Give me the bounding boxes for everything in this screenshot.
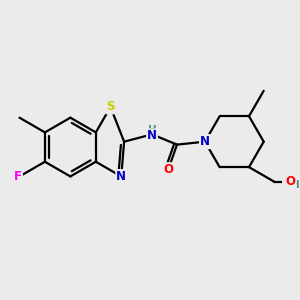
Text: N: N [147, 129, 157, 142]
Text: N: N [116, 170, 126, 183]
Text: S: S [106, 100, 115, 113]
Text: O: O [286, 175, 296, 188]
Text: N: N [200, 135, 210, 148]
Text: N: N [200, 135, 210, 148]
Text: F: F [14, 170, 22, 183]
Text: O: O [163, 163, 173, 176]
Text: H: H [148, 125, 156, 135]
Text: H: H [291, 180, 299, 190]
